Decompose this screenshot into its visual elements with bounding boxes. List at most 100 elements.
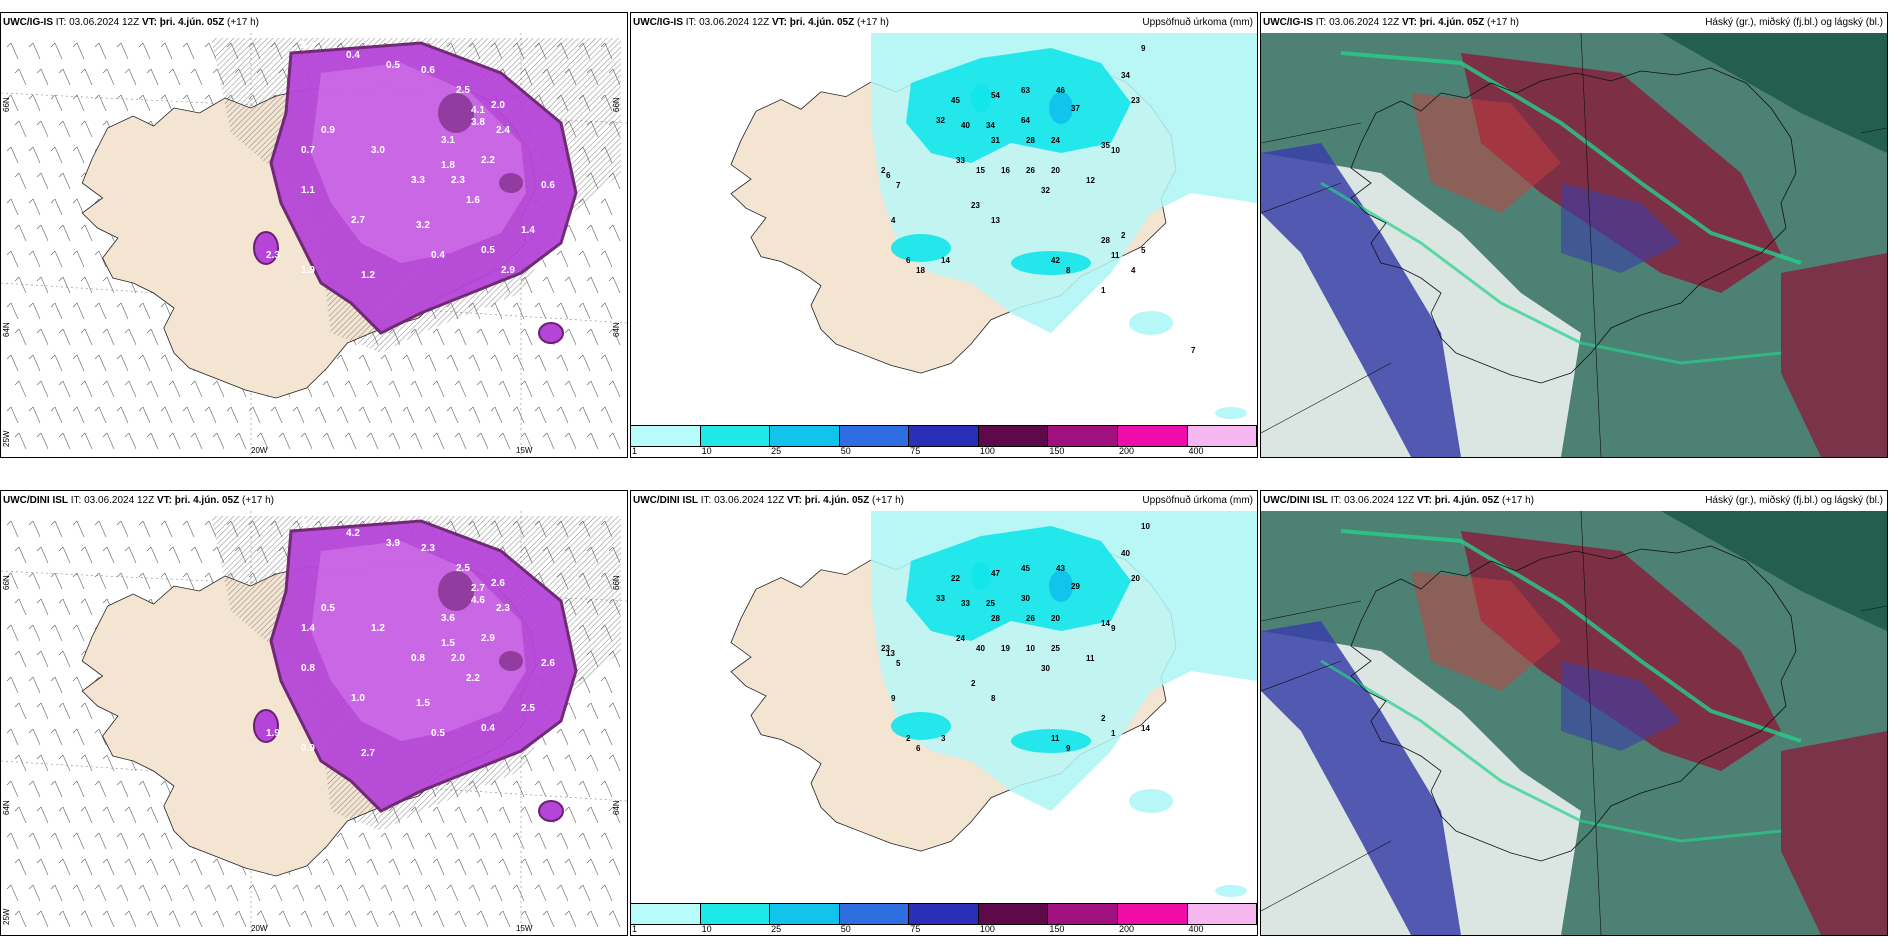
- high-cloud: [1661, 511, 1887, 631]
- wind-barb: [10, 354, 19, 372]
- value-label: 32: [1041, 186, 1050, 195]
- wind-barb: [62, 754, 71, 772]
- map-area[interactable]: 9 34 23 45 54 63 46 37 32 40 34 64 31 28 24 35 33 15 16 26 1…: [631, 33, 1257, 425]
- wind-barb-flag: [80, 172, 86, 178]
- wind-barb-flag: [14, 650, 20, 656]
- wind-barb: [494, 780, 503, 798]
- value-label: 3.1: [441, 135, 455, 146]
- wind-barb: [604, 884, 613, 902]
- longitude-label: 25W: [2, 430, 11, 447]
- value-label: 20: [1131, 574, 1140, 583]
- wind-barb: [10, 198, 19, 216]
- colorbar-swatch: [909, 426, 979, 446]
- wind-barb: [76, 520, 85, 538]
- wind-barb-flag: [50, 780, 56, 786]
- wind-barb-flag: [36, 702, 42, 708]
- wind-barb: [194, 546, 203, 564]
- wind-barb-flag: [50, 728, 56, 734]
- wind-barb-flag: [94, 520, 100, 526]
- grid-line: [1860, 127, 1887, 134]
- wind-barb-flag: [36, 68, 42, 74]
- wind-barb-flag: [124, 68, 130, 74]
- wind-barb: [84, 380, 93, 398]
- wind-barb-flag: [432, 858, 438, 864]
- wind-barb: [120, 302, 129, 320]
- panel-right-title: Uppsöfnuð úrkoma (mm): [1142, 495, 1253, 506]
- wind-barb: [568, 806, 577, 824]
- wind-barb: [10, 832, 19, 850]
- grid-line: [1580, 33, 1602, 457]
- wind-barb: [582, 354, 591, 372]
- wind-barb-flag: [168, 68, 174, 74]
- value-label: 31: [991, 136, 1000, 145]
- model-name: UWC/DINI ISL: [3, 495, 68, 506]
- wind-barb-flag: [50, 520, 56, 526]
- wind-barb: [76, 572, 85, 590]
- wind-barb: [150, 380, 159, 398]
- wind-barb-flag: [212, 380, 218, 386]
- wind-barb: [10, 42, 19, 60]
- wind-barb-flag: [380, 884, 386, 890]
- value-label: 2: [881, 166, 886, 175]
- wind-barb-flag: [534, 406, 540, 412]
- wind-barb-flag: [446, 406, 452, 412]
- map-area[interactable]: 0.2 4.2 3.9 2.3 2.5 2.7 4.6 2.6 2.3 1.5 2.0 1.4 0.8 2…: [1, 511, 627, 935]
- value-label: 2.9: [501, 265, 515, 276]
- grid-line: [1261, 362, 1392, 434]
- vt-label: VT:: [786, 495, 802, 506]
- wind-barb: [10, 728, 19, 746]
- wind-barb: [150, 328, 159, 346]
- wind-barb-flag: [72, 94, 78, 100]
- wind-barb-flag: [168, 432, 174, 438]
- wind-barb-flag: [58, 276, 64, 282]
- wind-barb: [568, 328, 577, 346]
- wind-barb: [18, 380, 27, 398]
- colorbar-swatch: [1117, 426, 1188, 446]
- wind-barb: [128, 68, 137, 86]
- map-area[interactable]: [1261, 511, 1887, 935]
- wind-barb: [32, 780, 41, 798]
- wind-barb-flag: [182, 520, 188, 526]
- iceland-outline: [1350, 67, 1797, 384]
- wind-barb: [40, 68, 49, 86]
- wind-barb: [18, 754, 27, 772]
- map-area[interactable]: 0.3 0.4 0.5 0.6 2.5 4.1 3.8 2.0 2.4 1.8 2.3 0.7 3.3 1…: [1, 33, 627, 457]
- map-area[interactable]: 10 40 20 22 47 45 43 29 33 33 25 30 28 26 20 14 24 40 19 10…: [631, 511, 1257, 903]
- vt-value: þri. 4.jún. 05Z: [789, 17, 855, 28]
- wind-barb: [208, 884, 217, 902]
- wind-barb: [590, 702, 599, 720]
- wind-barb: [472, 406, 481, 424]
- panel-title: UWC/DINI ISL IT: 03.06.2024 12Z VT: þri.…: [1261, 491, 1887, 511]
- vt-label: VT:: [771, 17, 787, 28]
- wind-barb-flag: [556, 354, 562, 360]
- wind-barb-flag: [138, 520, 144, 526]
- value-label: 1.5: [441, 638, 455, 649]
- wind-barb: [414, 858, 423, 876]
- wind-barb: [560, 302, 569, 320]
- wind-barb: [406, 832, 415, 850]
- wind-barb-flag: [14, 702, 20, 708]
- wind-barb: [538, 884, 547, 902]
- wind-barb: [40, 172, 49, 190]
- wind-barb: [76, 354, 85, 372]
- wind-barb: [568, 380, 577, 398]
- wind-barb: [502, 380, 511, 398]
- wind-barb: [252, 406, 261, 424]
- wind-barb-flag: [50, 302, 56, 308]
- wind-barb: [40, 806, 49, 824]
- value-label: 37: [1071, 104, 1080, 113]
- wind-barb-flag: [424, 354, 430, 360]
- wind-barb-flag: [72, 832, 78, 838]
- wind-barb-flag: [512, 354, 518, 360]
- precip-max: [438, 93, 474, 133]
- wind-barb: [524, 380, 533, 398]
- colorbar-label: 75: [910, 446, 921, 456]
- wind-barb-flag: [36, 172, 42, 178]
- latitude-label: 66N: [612, 97, 621, 112]
- wind-barb-flag: [292, 406, 298, 412]
- map-area[interactable]: [1261, 33, 1887, 457]
- wind-barb-flag: [72, 302, 78, 308]
- colorbar-label: 50: [840, 446, 851, 456]
- value-label: 2: [1101, 714, 1106, 723]
- wind-barb-flag: [80, 806, 86, 812]
